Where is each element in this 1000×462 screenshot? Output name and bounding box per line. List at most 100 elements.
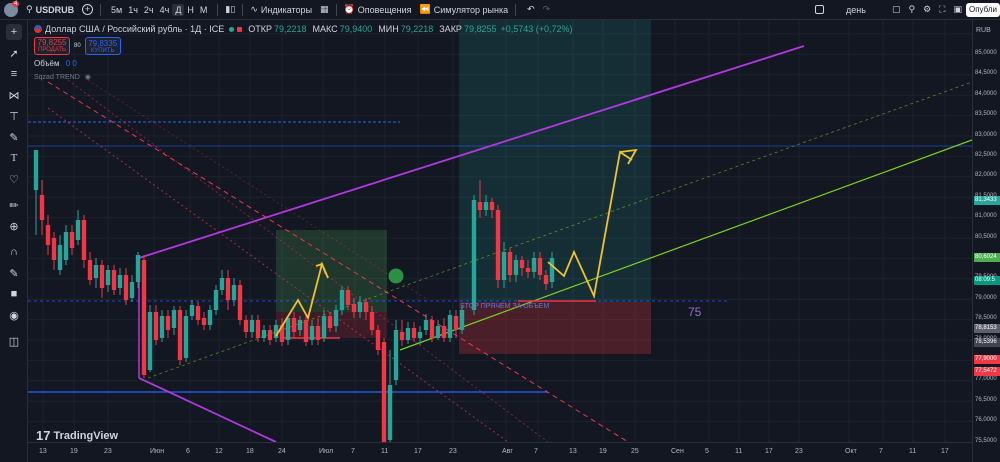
candle-body — [363, 302, 369, 312]
lock-drawing-icon[interactable]: ✎ — [9, 267, 19, 280]
candle-body — [165, 316, 171, 330]
symbol-search[interactable]: ⚲ USDRUB — [22, 0, 78, 20]
gear-icon: ⚙ — [923, 4, 932, 14]
alarm-icon: ⏰ — [343, 4, 355, 14]
eye-icon[interactable]: ◉ — [84, 74, 91, 81]
fullscreen-button[interactable]: ▢ — [888, 0, 905, 20]
price-chart[interactable] — [28, 20, 972, 442]
candle-body — [369, 312, 375, 330]
timeframe-4[interactable]: Д — [172, 3, 185, 16]
timeframe-1[interactable]: 1ч — [128, 4, 138, 15]
candle-body — [531, 258, 537, 272]
price-tick: 81,5000 — [975, 193, 997, 199]
price-tick: 82,5000 — [975, 152, 997, 158]
sell-button[interactable]: 79,8255 ПРОДАТЬ — [34, 37, 70, 55]
candle-body — [69, 232, 75, 248]
fib-icon[interactable]: ≡ — [10, 68, 18, 80]
replay-icon: ⏪ — [419, 4, 431, 14]
candle-body — [75, 220, 81, 240]
user-avatar[interactable]: 4 — [0, 0, 22, 20]
replay-button[interactable]: ⏪ Симулятор рынка — [416, 0, 513, 20]
time-tick: 13 — [569, 448, 577, 455]
legend-title[interactable]: Доллар США / Российский рубль · 1Д · ICE — [45, 24, 225, 34]
signal-marker — [388, 268, 404, 284]
settings-button[interactable]: ⚙ — [919, 0, 935, 20]
undo-button[interactable]: ↶ — [523, 0, 539, 20]
divider — [335, 3, 337, 16]
brush-icon[interactable]: ✎ — [9, 131, 19, 144]
indicators-button[interactable]: ∿ Индикаторы — [246, 0, 316, 20]
candle-body — [489, 202, 495, 210]
buy-button[interactable]: 79,8335 КУПИТЬ — [84, 37, 121, 55]
divider — [242, 3, 244, 16]
time-tick: 19 — [599, 448, 607, 455]
timeframe-6[interactable]: М — [199, 4, 208, 15]
trash-icon[interactable]: ◫ — [8, 335, 20, 348]
price-axis[interactable]: RUB 85,0000 84,5000 84,0000 83,5000 83,0000 8… — [972, 20, 1000, 462]
candle-body — [33, 150, 39, 190]
candle-body — [243, 320, 249, 332]
lock-icon[interactable]: ■ — [10, 288, 18, 300]
overlay-drawings — [275, 148, 638, 337]
time-tick: 7 — [534, 448, 538, 455]
alerts-label: Оповещения — [357, 4, 412, 15]
frame-icon: ▢ — [891, 4, 901, 14]
candle-body — [255, 320, 261, 338]
zoom-icon[interactable]: ⊕ — [9, 220, 19, 233]
snapshot-button[interactable]: ▣ — [949, 0, 966, 20]
chart-type-button[interactable]: ▮▯ — [221, 0, 239, 20]
buy-price: 79,8335 — [88, 39, 118, 48]
expand-icon: ⛶ — [939, 4, 946, 14]
templates-button[interactable]: ▦ — [316, 0, 333, 20]
quick-search-button[interactable]: ⚲ — [904, 0, 919, 20]
indicator-legend[interactable]: Sqzad TREND ◉ — [34, 73, 91, 81]
compare-button[interactable]: + — [78, 0, 97, 20]
volume-values: 0 0 — [65, 59, 77, 68]
ruler-icon[interactable]: ✏ — [9, 199, 19, 212]
timeframe-5[interactable]: Н — [187, 4, 194, 15]
alerts-button[interactable]: ⏰ Оповещения — [340, 0, 416, 20]
candle-body — [225, 278, 231, 300]
crosshair-icon[interactable]: + — [6, 24, 22, 40]
pattern-icon[interactable]: ⋈ — [8, 89, 20, 102]
timeframe-2[interactable]: 2ч — [143, 4, 154, 15]
time-axis[interactable]: 13 19 23 Июн 6 12 18 24 Июл 7 11 17 23 Авг 7 13 19 25 Сен 5… — [28, 442, 972, 462]
tradingview-logo: 17 TradingView — [36, 428, 118, 443]
forecast-icon[interactable]: ⊤ — [9, 110, 19, 123]
period-selector[interactable]: день — [842, 0, 870, 20]
heart-icon[interactable]: ♡ — [9, 173, 19, 186]
redo-button[interactable]: ↷ — [539, 0, 555, 20]
maximize-button[interactable]: ⛶ — [935, 0, 949, 20]
price-tick: 83,0000 — [975, 131, 997, 138]
chart-pane[interactable] — [28, 20, 972, 442]
layout-button[interactable] — [811, 0, 828, 20]
candles-icon: ▮▯ — [225, 4, 236, 14]
timeframe-0[interactable]: 5м — [111, 4, 123, 15]
time-tick: 6 — [186, 448, 190, 455]
buy-label: КУПИТЬ — [90, 48, 115, 54]
price-tick: 84,0000 — [975, 90, 997, 97]
eye-icon[interactable]: ◉ — [9, 309, 19, 322]
price-tick: 81,0000 — [975, 213, 997, 220]
candle-body — [441, 326, 447, 338]
candle-body — [435, 326, 441, 338]
time-tick: Сен — [671, 448, 684, 455]
notification-badge: 4 — [12, 0, 20, 7]
trend-line-icon[interactable]: ➚ — [9, 47, 19, 60]
magnet-icon[interactable]: ∩ — [10, 246, 18, 258]
candle-body — [99, 265, 105, 288]
candle-body — [537, 258, 543, 275]
text-icon[interactable]: T — [10, 152, 18, 164]
time-tick: 23 — [449, 448, 457, 455]
candle-body — [81, 220, 87, 260]
time-tick: Июн — [150, 448, 165, 455]
volume-legend[interactable]: Объём 0 0 — [34, 59, 77, 68]
price-tick: 80,5000 — [975, 233, 997, 240]
timeframe-3[interactable]: 4ч — [159, 4, 170, 15]
time-tick: 17 — [414, 448, 422, 455]
grid-icon: ▦ — [320, 4, 329, 14]
publish-button[interactable]: Опубли — [965, 2, 1000, 17]
price-tick: 77,0000 — [975, 376, 997, 383]
candle-body — [195, 306, 201, 320]
candle-body — [141, 260, 147, 375]
